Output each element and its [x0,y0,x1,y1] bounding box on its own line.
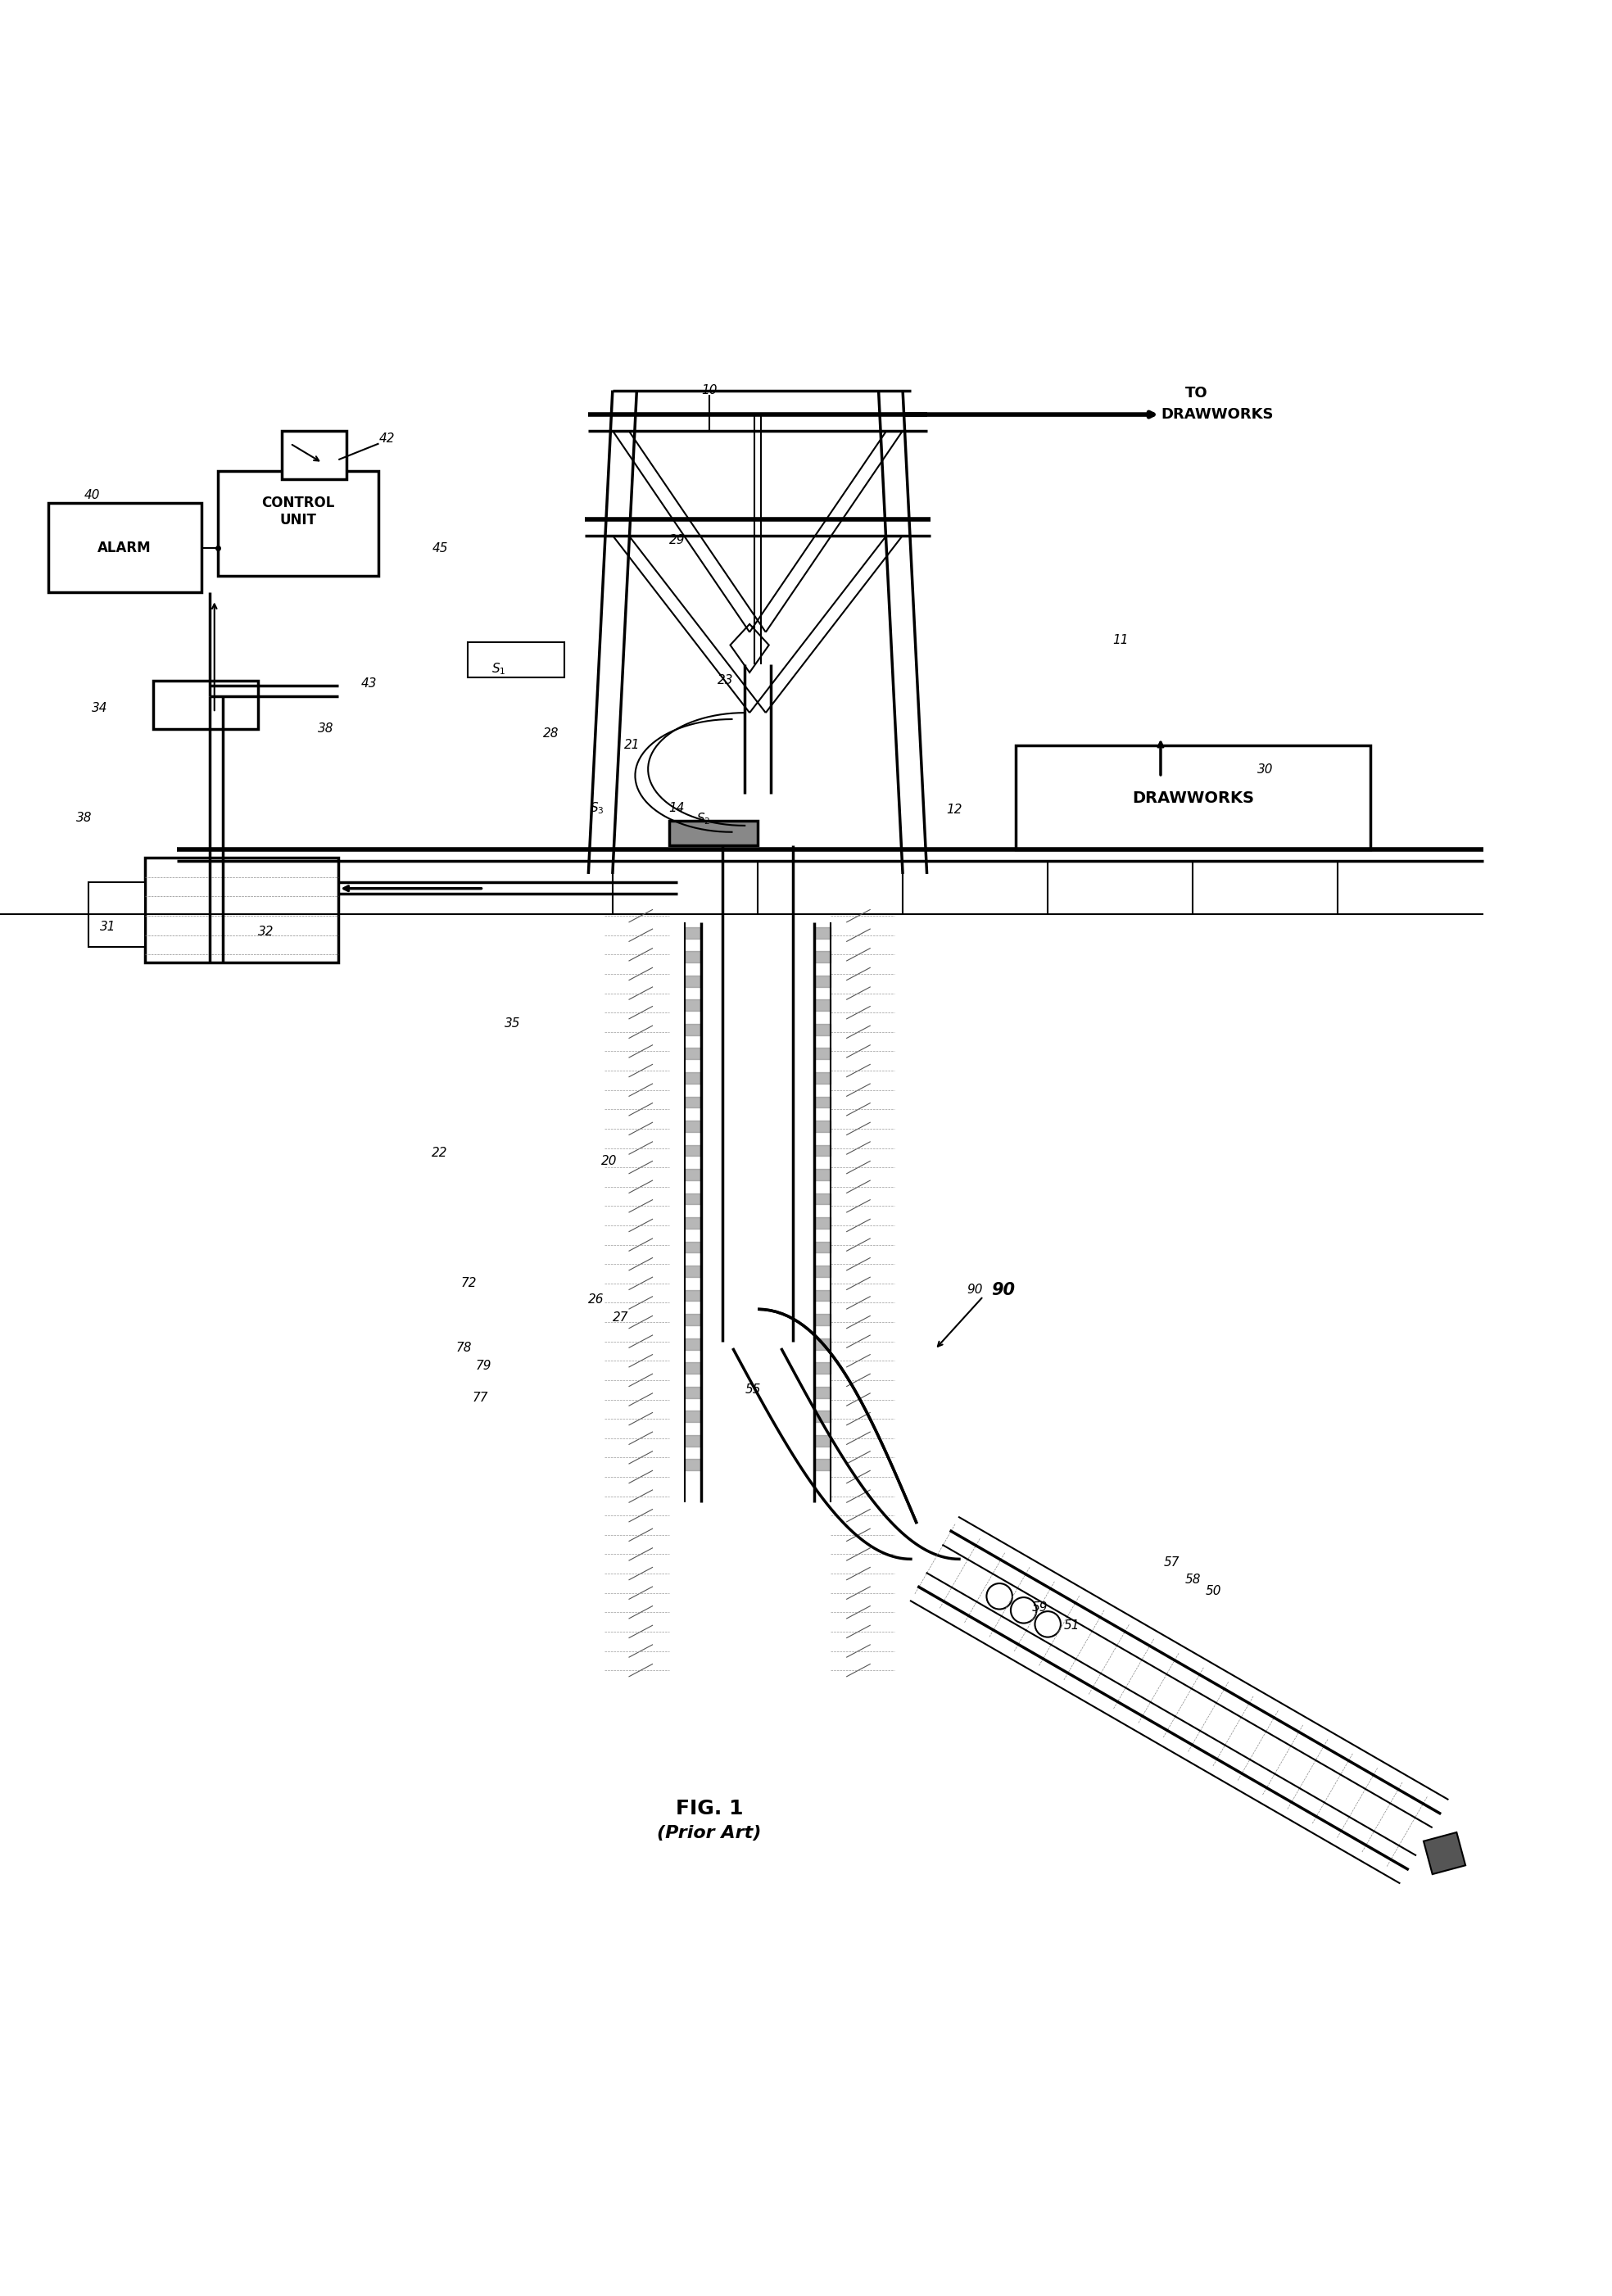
Text: 38: 38 [76,810,92,824]
Text: 72: 72 [461,1277,477,1290]
Text: $S_3$: $S_3$ [590,801,604,815]
Text: 22: 22 [432,1146,448,1159]
Text: 57: 57 [1164,1557,1180,1568]
Bar [218,471,379,576]
Bar [145,859,339,962]
Text: 79: 79 [476,1359,492,1371]
Text: 50: 50 [1206,1584,1222,1598]
Text: 58: 58 [1185,1573,1201,1587]
Text: 12: 12 [946,804,962,815]
Text: TO: TO [1185,386,1207,402]
Bar [669,820,758,845]
Text: 29: 29 [669,535,685,546]
Text: 43: 43 [361,677,377,689]
Text: 90: 90 [967,1283,983,1295]
Polygon shape [1423,1832,1465,1874]
Text: DRAWWORKS: DRAWWORKS [1132,790,1254,806]
Text: 14: 14 [669,801,685,815]
Text: 21: 21 [624,739,640,751]
Text: 40: 40 [84,489,100,501]
Bar [89,882,145,946]
Text: 10: 10 [701,383,717,397]
Text: 23: 23 [717,675,733,687]
Text: 28: 28 [543,728,559,739]
Text: $S_1$: $S_1$ [492,661,506,677]
Text: 51: 51 [1064,1619,1080,1630]
Text: 11: 11 [1112,634,1128,647]
Bar [282,432,347,480]
Text: 42: 42 [379,432,395,445]
Text: 34: 34 [92,703,108,714]
Text: 90: 90 [991,1281,1016,1297]
Text: FIG. 1: FIG. 1 [675,1800,743,1818]
Text: 20: 20 [601,1155,617,1166]
Text: $S_2$: $S_2$ [696,810,711,827]
Bar [1016,744,1370,850]
Text: 35: 35 [505,1017,521,1031]
Text: (Prior Art): (Prior Art) [658,1825,761,1841]
Bar [48,503,202,592]
Bar [153,680,258,728]
Text: 59: 59 [1032,1600,1048,1614]
Text: CONTROL
UNIT: CONTROL UNIT [261,496,335,528]
Text: 26: 26 [588,1293,604,1306]
Text: 45: 45 [432,542,448,553]
Text: DRAWWORKS: DRAWWORKS [1161,406,1273,422]
Text: 55: 55 [745,1384,761,1396]
Text: 31: 31 [100,921,116,932]
Text: 38: 38 [318,723,334,735]
Bar [467,643,564,677]
Text: 27: 27 [613,1311,629,1322]
Text: 30: 30 [1257,762,1273,776]
Text: 78: 78 [456,1341,472,1355]
Text: 32: 32 [258,925,274,939]
Text: ALARM: ALARM [97,542,152,556]
Text: 77: 77 [472,1391,488,1405]
